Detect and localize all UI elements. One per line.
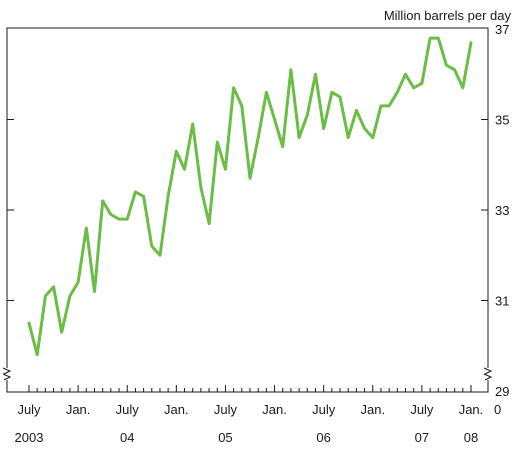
x-year-label: 06 (316, 430, 330, 445)
x-month-label: Jan. (262, 402, 287, 417)
y-tick-label: 35 (495, 113, 509, 128)
y-tick-label: 33 (495, 203, 509, 218)
x-year-label: 2003 (15, 430, 44, 445)
x-year-label: 07 (415, 430, 429, 445)
y-break-right-top (483, 367, 493, 375)
x-year-label: 05 (218, 430, 232, 445)
x-month-label: Jan. (360, 402, 385, 417)
x-month-label: July (17, 402, 41, 417)
chart-axes (2, 27, 493, 393)
x-month-label: July (214, 402, 238, 417)
tick-labels: 29 31 33 35 37 0 July Jan. July Jan. July Jan. July J… (15, 22, 510, 445)
series-lines (27, 36, 473, 357)
x-year-label: 04 (120, 430, 134, 445)
y-break-right-bottom (483, 373, 493, 381)
y-axis-zero-label: 0 (494, 402, 501, 417)
x-year-label: 08 (464, 430, 478, 445)
y-break-right-gap (483, 368, 493, 380)
y-break-left-top (2, 367, 12, 375)
y-axis-unit-label: Million barrels per day (384, 8, 512, 23)
x-month-label: July (116, 402, 140, 417)
y-tick-label: 37 (495, 22, 509, 37)
y-tick-label: 31 (495, 294, 509, 309)
x-month-label: Jan. (66, 402, 91, 417)
plot-frame (6, 27, 489, 393)
x-month-label: Jan. (459, 402, 484, 417)
y-break-left-gap (2, 368, 12, 380)
series-line (27, 36, 473, 357)
y-tick-label: 29 (495, 384, 509, 399)
x-month-label: Jan. (164, 402, 189, 417)
x-month-label: July (312, 402, 336, 417)
x-month-label: July (410, 402, 434, 417)
y-break-left-bottom (2, 373, 12, 381)
